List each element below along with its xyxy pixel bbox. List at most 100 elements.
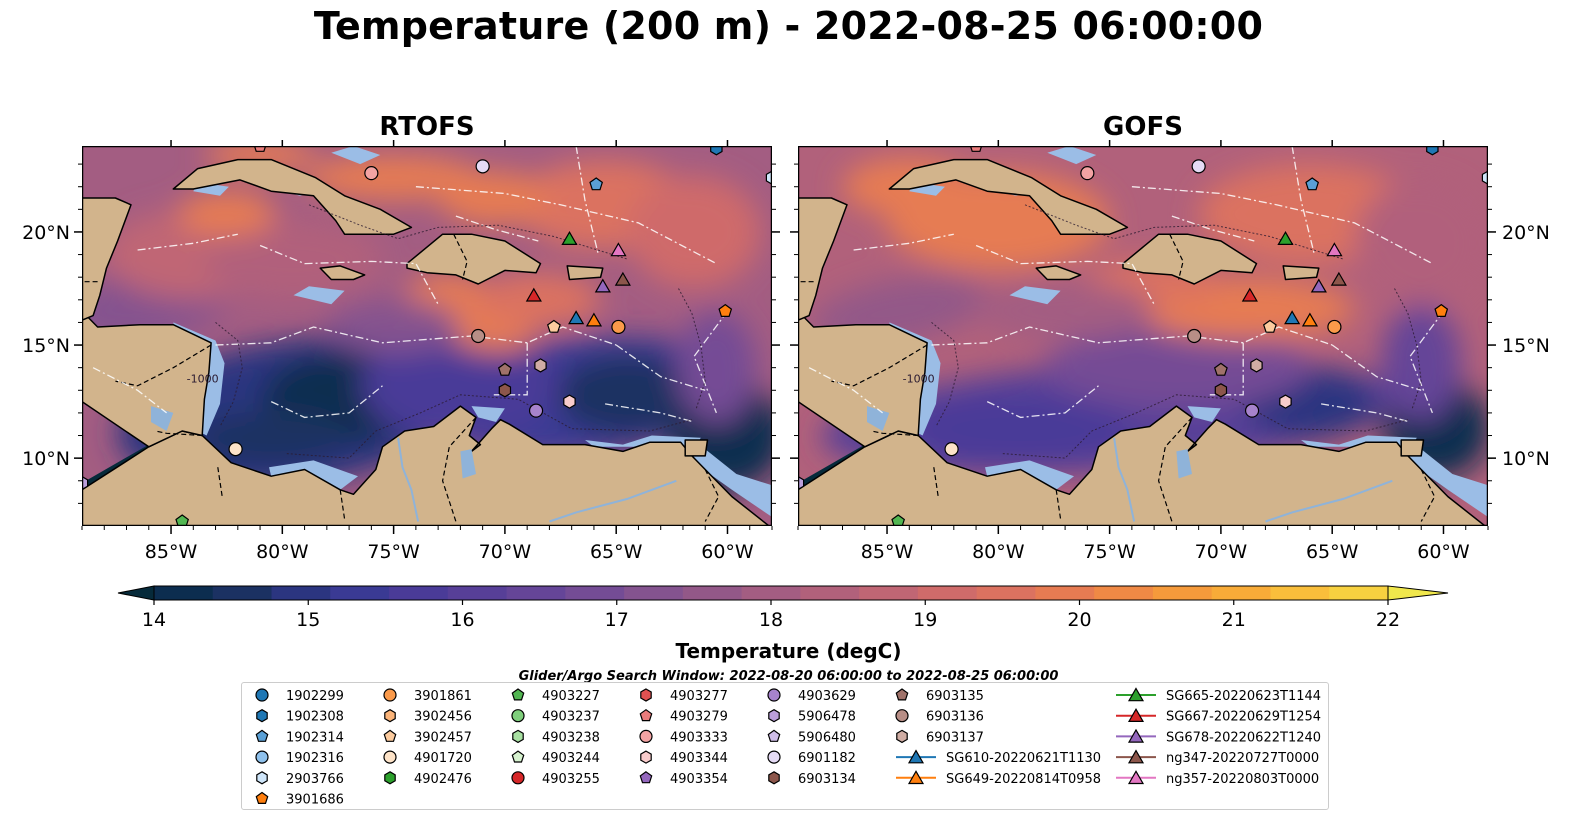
land-puerto-rico xyxy=(1282,265,1320,281)
argo-1902314 xyxy=(1305,177,1320,191)
isobath-1000m xyxy=(1002,394,1409,459)
legend-marker xyxy=(511,688,525,701)
glider-SG665 xyxy=(1277,231,1294,246)
country-border xyxy=(1169,233,1184,280)
legend-marker xyxy=(512,729,524,744)
argo-6903134 xyxy=(498,383,512,398)
legend-marker xyxy=(383,750,397,764)
x-tick-label: 70°W xyxy=(479,541,532,563)
land-central-america xyxy=(82,310,212,448)
legend-marker xyxy=(640,688,652,702)
eez-boundary xyxy=(415,186,717,265)
legend-label: 4903277 xyxy=(670,689,728,704)
eez-boundary xyxy=(1331,344,1422,391)
argo-6901182 xyxy=(475,159,490,174)
argo-4903227 xyxy=(891,514,906,526)
legend-label: 4903227 xyxy=(542,689,600,704)
x-tick-label: 70°W xyxy=(1195,541,1248,563)
colorbar-tick-label: 22 xyxy=(1376,609,1400,628)
legend: 1902299 1902308 1902314 1902316 2903766 39016… xyxy=(241,682,1329,810)
argo-5906478 xyxy=(82,475,89,491)
x-tick-label: 65°W xyxy=(590,541,643,563)
colorbar: 14 15 16 17 18 19 20 21 22 xyxy=(117,585,1449,628)
legend-marker xyxy=(639,729,653,744)
legend-marker xyxy=(255,729,269,742)
colorbar-tick-label: 15 xyxy=(296,609,320,628)
legend-label: 4903237 xyxy=(542,710,600,725)
glider-ng347 xyxy=(614,271,631,286)
map-panel-rtofs: -1000 xyxy=(82,146,772,526)
argo-3902457 xyxy=(546,319,561,333)
y-tick-label: 20°N xyxy=(22,222,70,244)
colorbar-segment xyxy=(389,586,449,600)
legend-label: 1902316 xyxy=(286,751,344,766)
colorbar-tick-label: 21 xyxy=(1222,609,1246,628)
land-yucatan xyxy=(82,197,132,321)
land-trinidad xyxy=(1400,439,1425,457)
colorbar-tick-label: 17 xyxy=(605,609,629,628)
legend-marker xyxy=(895,688,909,701)
country-border xyxy=(1420,469,1436,522)
land-jamaica xyxy=(319,265,366,281)
panel-title-rtofs: RTOFS xyxy=(379,112,475,142)
country-border xyxy=(1055,489,1062,520)
argo-1902308 xyxy=(1426,146,1439,156)
legend-marker xyxy=(383,729,397,742)
isobath-1000m xyxy=(308,204,628,260)
eez-boundary xyxy=(693,310,729,414)
land-central-america xyxy=(798,310,928,448)
continental-shelf xyxy=(293,286,345,305)
country-border xyxy=(1157,416,1193,522)
map-panel-gofs: -1000 xyxy=(798,146,1488,526)
search-window-note: Glider/Argo Search Window: 2022-08-20 06… xyxy=(518,669,1059,684)
legend-label: 3901686 xyxy=(286,793,344,808)
argo-4903344 xyxy=(563,394,576,409)
colorbar-segment xyxy=(271,586,331,600)
colorbar-extend-low xyxy=(117,585,155,601)
argo-6903137 xyxy=(1250,358,1263,373)
land-yucatan xyxy=(798,197,848,321)
eez-boundary xyxy=(137,233,238,251)
y-tick-label: 10°N xyxy=(1502,448,1550,470)
country-border xyxy=(704,469,720,522)
x-tick-label: 80°W xyxy=(972,541,1025,563)
legend-marker xyxy=(1127,707,1145,723)
legend-label: 4901720 xyxy=(414,751,472,766)
country-border xyxy=(871,430,919,437)
map-frame xyxy=(798,146,1488,526)
x-tick-label: 60°W xyxy=(1417,541,1470,563)
glider-SG610 xyxy=(1284,310,1301,325)
legend-label: SG610-20220621T1130 xyxy=(946,751,1101,766)
legend-marker xyxy=(907,749,925,764)
lake-nicaragua xyxy=(151,406,174,431)
continental-shelf xyxy=(985,460,1074,490)
legend-marker xyxy=(255,791,269,805)
isobath-1000m xyxy=(215,322,243,427)
eez-boundary xyxy=(1291,146,1316,255)
x-tick-label: 65°W xyxy=(1306,541,1359,563)
glider-ng347 xyxy=(1330,271,1347,286)
legend-label: 6903134 xyxy=(798,772,856,787)
land-jamaica xyxy=(1035,265,1082,281)
temperature-feature xyxy=(177,191,276,237)
colorbar-segment xyxy=(624,586,684,600)
legend-label: 4903255 xyxy=(542,772,600,787)
glider-SG649 xyxy=(585,312,603,327)
legend-label: 6901182 xyxy=(798,751,856,766)
river xyxy=(1265,479,1393,523)
panel-title-gofs: GOFS xyxy=(1103,112,1183,142)
glider-SG667 xyxy=(525,287,542,302)
country-border xyxy=(217,467,223,497)
isobath-1000m xyxy=(286,394,693,459)
colorbar-segment xyxy=(212,586,273,600)
argo-4903227 xyxy=(175,514,190,526)
map-frame xyxy=(82,146,772,526)
legend-marker xyxy=(896,729,908,744)
glider-ng357 xyxy=(610,242,627,257)
legend-marker xyxy=(1127,687,1145,702)
eez-boundary xyxy=(493,342,528,396)
legend-marker xyxy=(511,750,525,763)
glider-SG678 xyxy=(594,278,611,293)
legend-marker xyxy=(511,709,525,723)
eez-boundary xyxy=(1409,310,1445,414)
